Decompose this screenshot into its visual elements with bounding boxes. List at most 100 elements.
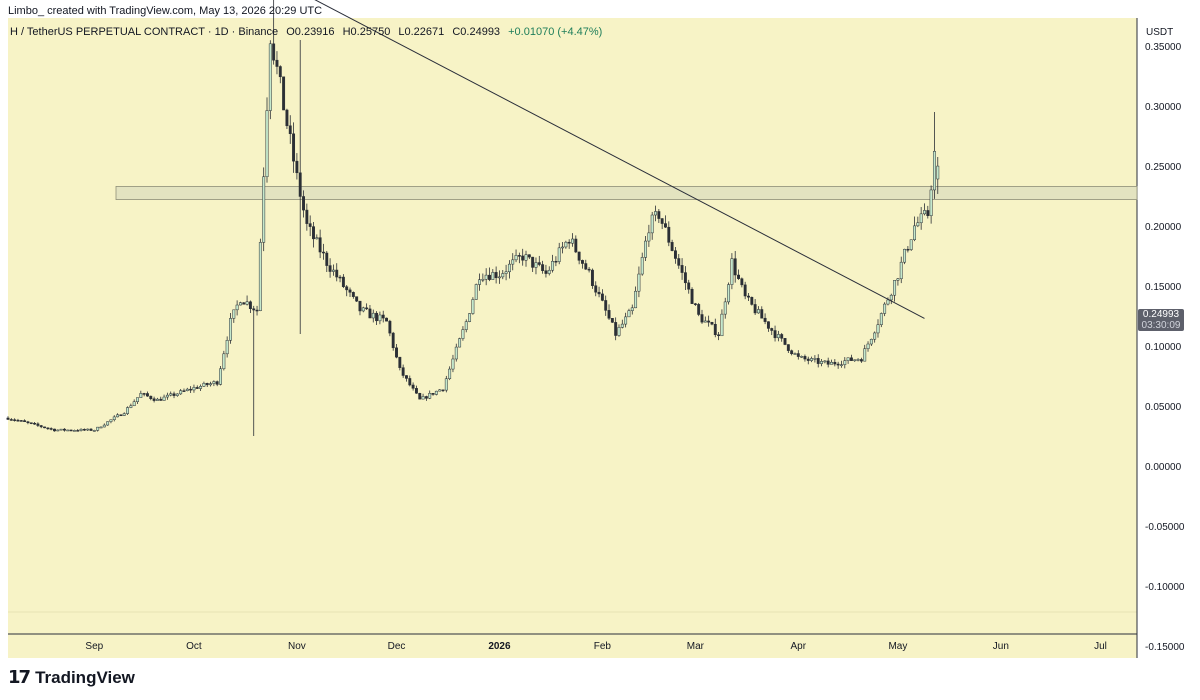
candle xyxy=(786,344,790,354)
time-tick-label: Jul xyxy=(1094,641,1107,652)
candle xyxy=(600,289,604,302)
candle xyxy=(381,310,385,323)
candle xyxy=(720,309,724,337)
candle xyxy=(750,296,754,306)
candle xyxy=(29,422,33,425)
candle xyxy=(258,238,262,312)
candle xyxy=(33,422,37,425)
candle xyxy=(627,308,631,318)
price-tick-label: 0.00000 xyxy=(1145,462,1182,473)
candle xyxy=(209,381,213,387)
candle xyxy=(335,263,339,282)
symbol-title[interactable]: H / TetherUS PERPETUAL CONTRACT · 1D · B… xyxy=(10,26,279,38)
candle xyxy=(727,282,731,305)
candle xyxy=(647,224,651,247)
candle xyxy=(557,242,561,265)
time-tick-label: May xyxy=(888,641,907,652)
candle xyxy=(936,157,940,194)
candle xyxy=(886,297,890,306)
candle xyxy=(295,153,299,180)
support-zone[interactable] xyxy=(115,185,1138,200)
candle xyxy=(265,97,269,183)
bar-countdown: 03:30:09 xyxy=(1141,320,1181,331)
candle xyxy=(355,296,359,303)
candle xyxy=(584,259,588,270)
ohlc-open: O0.23916 xyxy=(286,26,335,38)
candle xyxy=(800,355,804,358)
candle xyxy=(242,302,246,305)
candle xyxy=(507,260,511,279)
candle xyxy=(185,387,189,392)
candle xyxy=(836,361,840,369)
currency-selector[interactable]: USDT xyxy=(1142,24,1186,42)
candle xyxy=(305,203,309,231)
candle xyxy=(298,40,302,334)
candle xyxy=(351,291,355,299)
candle xyxy=(109,419,113,424)
current-price-value: 0.24993 xyxy=(1142,309,1180,320)
candle xyxy=(39,424,43,429)
candle xyxy=(341,274,345,289)
tradingview-brand[interactable]: 17 TradingView xyxy=(8,667,135,688)
candle xyxy=(458,337,462,348)
candle xyxy=(723,297,727,319)
candle xyxy=(431,393,435,396)
candle xyxy=(444,375,448,393)
candle xyxy=(192,384,196,393)
candle xyxy=(395,343,398,359)
candle xyxy=(916,216,920,228)
candle xyxy=(331,264,335,276)
candle xyxy=(159,396,163,401)
price-tick-label: -0.10000 xyxy=(1145,582,1185,593)
candle xyxy=(102,423,106,428)
candle xyxy=(906,246,910,253)
time-tick-label: Apr xyxy=(791,641,807,652)
candle xyxy=(903,248,907,265)
candle xyxy=(883,302,887,317)
candle xyxy=(308,215,312,237)
candle xyxy=(63,428,66,432)
ohlc-high: H0.25750 xyxy=(342,26,391,38)
candle xyxy=(527,254,531,260)
candle xyxy=(833,359,837,367)
candle xyxy=(36,422,40,427)
candle xyxy=(461,326,465,341)
candle xyxy=(869,338,873,346)
candle xyxy=(899,256,903,284)
candle xyxy=(889,293,893,305)
candle xyxy=(547,266,551,276)
candle xyxy=(414,385,418,394)
candle xyxy=(175,393,179,397)
candle xyxy=(567,239,571,249)
candle xyxy=(680,258,684,280)
candle xyxy=(405,375,408,382)
candle xyxy=(531,256,535,272)
current-price-label: 0.24993 03:30:09 xyxy=(1138,309,1184,331)
candle xyxy=(929,185,933,224)
candle xyxy=(312,221,315,248)
candle xyxy=(813,355,817,363)
time-tick-label: Oct xyxy=(186,641,202,652)
candle xyxy=(504,264,508,281)
price-tick-label: -0.05000 xyxy=(1145,522,1185,533)
candle xyxy=(660,218,664,230)
candle xyxy=(766,321,770,332)
candle xyxy=(501,270,505,280)
candle xyxy=(876,319,880,338)
candle xyxy=(215,380,219,387)
candle xyxy=(421,393,425,400)
price-tick-label: 0.25000 xyxy=(1145,162,1182,173)
candle xyxy=(654,205,657,222)
candle xyxy=(853,359,857,362)
candle xyxy=(773,325,777,342)
candle xyxy=(112,415,116,422)
candle xyxy=(707,315,711,327)
candle xyxy=(348,287,352,298)
candle xyxy=(438,389,442,392)
descending-trendline[interactable] xyxy=(270,0,925,319)
candle xyxy=(896,277,900,286)
candle xyxy=(717,331,721,341)
candle xyxy=(361,306,365,313)
candle xyxy=(86,428,90,431)
